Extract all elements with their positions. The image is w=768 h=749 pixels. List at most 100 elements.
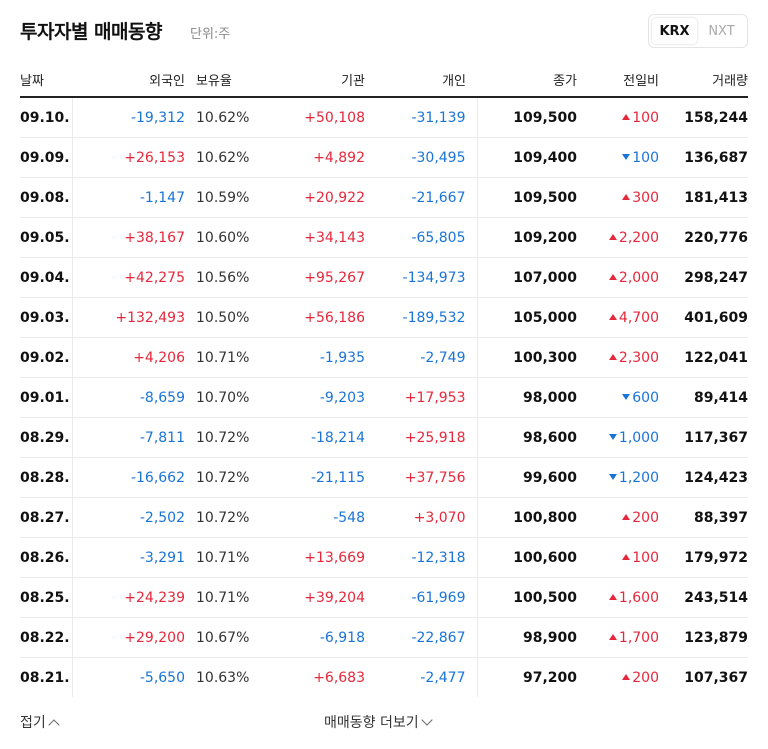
cell: 09.03.: [20, 297, 73, 338]
cell: 08.21.: [20, 657, 73, 697]
change-value: 300: [632, 189, 659, 206]
cell: -21,667: [365, 177, 478, 218]
cell: 1,200: [577, 457, 659, 498]
more-label: 매매동향 더보기: [324, 715, 419, 731]
cell: 107,367: [684, 669, 748, 686]
cell: +95,267: [275, 257, 365, 298]
collapse-button[interactable]: 접기: [20, 712, 60, 732]
column-header: 보유율: [185, 62, 275, 98]
cell: -12,318: [365, 537, 478, 578]
cell: 100,800: [477, 497, 577, 538]
column-header: 기관: [275, 62, 365, 98]
cell: +37,756: [365, 457, 478, 498]
cell: 10.62%: [185, 97, 275, 138]
cell: 99,600: [477, 457, 577, 498]
change-arrow: [622, 673, 631, 680]
change-value: 2,300: [618, 349, 659, 366]
cell: -2,477: [365, 657, 478, 697]
cell: 200: [577, 497, 659, 538]
change-value: 1,600: [618, 589, 659, 606]
cell: -3,291: [72, 537, 185, 578]
cell: +3,070: [365, 497, 478, 538]
cell: 10.50%: [185, 297, 275, 338]
cell: -6,918: [275, 617, 365, 658]
cell: -8,659: [72, 377, 185, 418]
cell: 100,600: [477, 537, 577, 578]
cell: 158,244: [659, 97, 748, 138]
tab[interactable]: KRX: [652, 18, 697, 44]
cell: 98,900: [477, 617, 577, 658]
table-row: 08.22. +29,200 10.67% -6,918 -22,867 98,900 1,…: [20, 617, 748, 658]
cell: 10.72%: [185, 497, 275, 538]
cell: 298,247: [659, 257, 748, 298]
cell: 1,600: [577, 577, 659, 618]
cell: 10.62%: [185, 137, 275, 178]
cell: -18,214: [275, 417, 365, 458]
table-row: 08.21. -5,650 10.63% +6,683 -2,477 97,200 200 1…: [20, 657, 748, 697]
cell: -2,502: [72, 497, 185, 538]
table-row: 09.10. -19,312 10.62% +50,108 -31,139 109,500…: [20, 97, 748, 138]
cell: +132,493: [72, 297, 185, 338]
cell: 100: [577, 137, 659, 178]
cell: 105,000: [477, 297, 577, 338]
cell: 09.05.: [20, 217, 73, 258]
cell: +6,683: [313, 669, 365, 686]
column-header: 전일비: [577, 62, 659, 98]
cell: -1,935: [275, 337, 365, 378]
cell: 09.08.: [20, 177, 73, 218]
cell: -30,495: [365, 137, 478, 178]
cell: -548: [275, 497, 365, 538]
cell: 2,300: [577, 337, 659, 378]
cell: 243,514: [659, 577, 748, 618]
cell: +29,200: [72, 617, 185, 658]
table-row: 09.01. -8,659 10.70% -9,203 +17,953 98,000 600…: [20, 377, 748, 418]
cell: +20,922: [275, 177, 365, 218]
cell: 09.02.: [20, 337, 73, 378]
cell: +24,239: [72, 577, 185, 618]
cell: 1,000: [577, 417, 659, 458]
table-row: 08.26. -3,291 10.71% +13,669 -12,318 100,600 1…: [20, 537, 748, 578]
more-button[interactable]: 매매동향 더보기: [324, 712, 433, 732]
change-arrow: [608, 313, 617, 320]
cell: +26,153: [72, 137, 185, 178]
cell: -31,139: [365, 97, 478, 138]
cell: 122,041: [659, 337, 748, 378]
cell: 109,500: [477, 177, 577, 218]
tab[interactable]: NXT: [708, 23, 735, 39]
cell: +56,186: [275, 297, 365, 338]
cell: 100: [577, 97, 659, 138]
column-header: 외국인: [72, 62, 185, 98]
cell: +39,204: [275, 577, 365, 618]
change-value: 100: [632, 549, 659, 566]
column-header: 종가: [477, 62, 577, 98]
cell: 10.59%: [185, 177, 275, 218]
cell: 10.60%: [185, 217, 275, 258]
cell: 08.29.: [20, 417, 73, 458]
cell: 109,400: [477, 137, 577, 178]
cell: 08.27.: [20, 497, 73, 538]
cell: 10.72%: [185, 417, 275, 458]
cell: 109,200: [477, 217, 577, 258]
table-row: 09.02. +4,206 10.71% -1,935 -2,749 100,300 2,3…: [20, 337, 748, 378]
cell: 89,414: [659, 377, 748, 418]
cell: 100,500: [477, 577, 577, 618]
cell: 09.04.: [20, 257, 73, 298]
table-row: 09.03. +132,493 10.50% +56,186 -189,532 105,0…: [20, 297, 748, 338]
cell: -5,650: [139, 669, 185, 686]
table-body: 09.10. -19,312 10.62% +50,108 -31,139 109,500…: [20, 97, 748, 697]
cell: 10.71%: [185, 577, 275, 618]
change-arrow: [608, 633, 617, 640]
cell: 97,200: [522, 669, 577, 686]
cell: +4,892: [275, 137, 365, 178]
cell: 300: [577, 177, 659, 218]
change-arrow: [622, 113, 631, 120]
change-value: 600: [632, 389, 659, 406]
cell: 09.01.: [20, 377, 73, 418]
change-arrow: [608, 233, 617, 240]
cell: 179,972: [659, 537, 748, 578]
cell: 10.67%: [185, 617, 275, 658]
cell: 10.56%: [185, 257, 275, 298]
cell: -19,312: [72, 97, 185, 138]
change-arrow: [608, 593, 617, 600]
